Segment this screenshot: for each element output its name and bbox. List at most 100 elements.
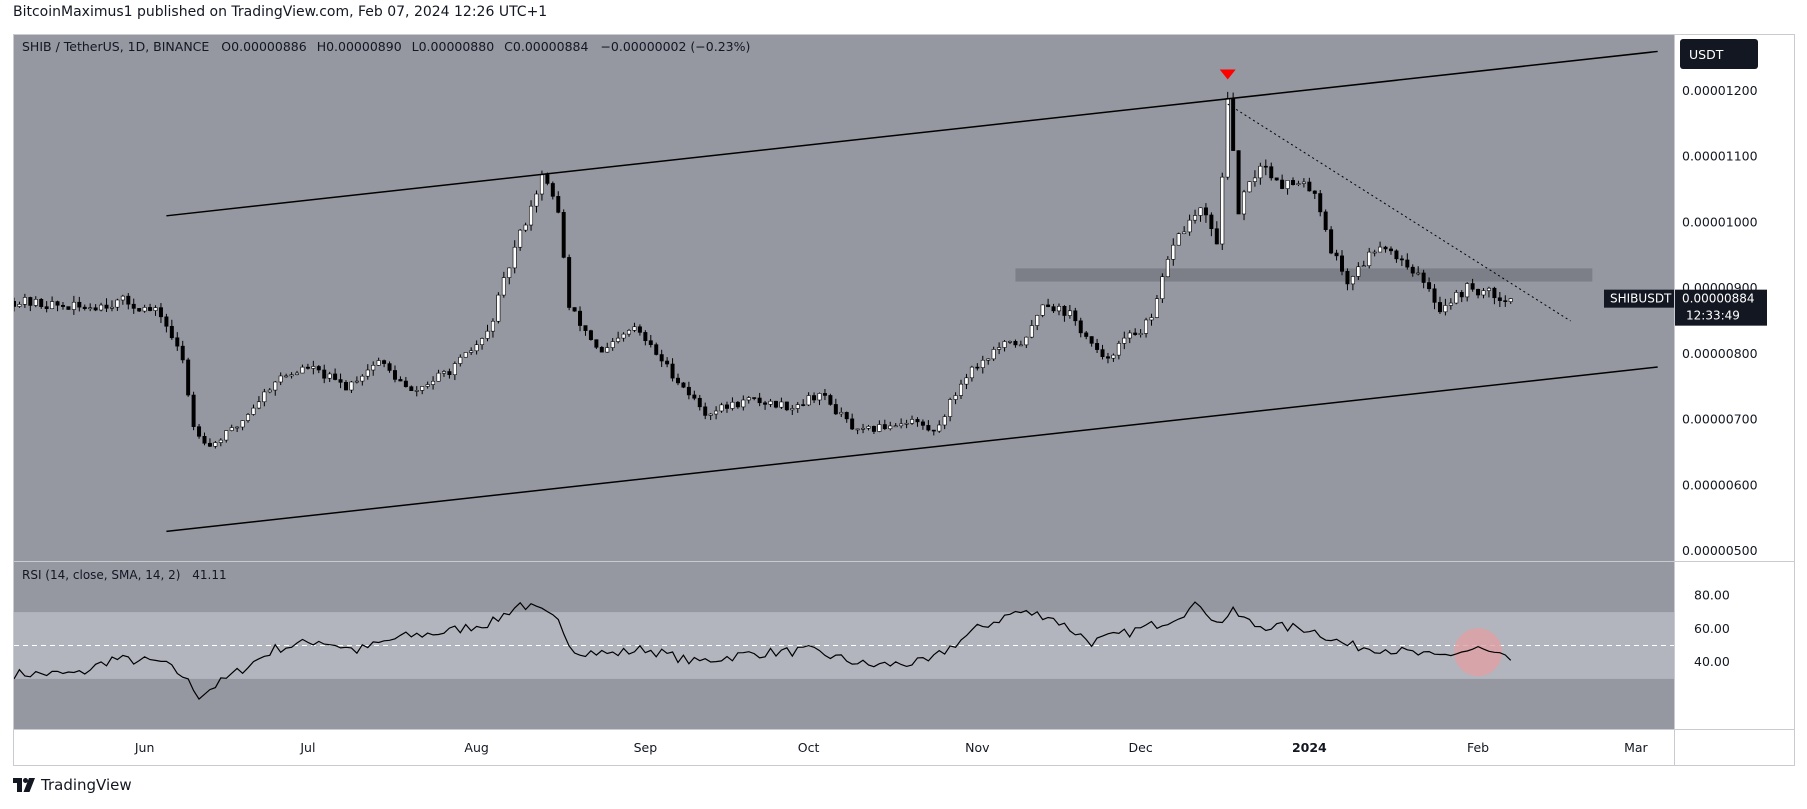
candle bbox=[485, 324, 490, 342]
candle bbox=[1209, 212, 1214, 237]
symbol-legend[interactable]: SHIB / TetherUS, 1D, BINANCE O0.00000886… bbox=[22, 39, 750, 54]
candle-body bbox=[1035, 315, 1040, 326]
candle-body bbox=[197, 426, 202, 437]
candle bbox=[697, 394, 702, 411]
tradingview-brand[interactable]: TradingView bbox=[13, 776, 132, 794]
candle-body bbox=[1209, 214, 1214, 230]
candle-body bbox=[1160, 276, 1165, 300]
candle-body bbox=[681, 382, 686, 388]
candle bbox=[409, 385, 414, 391]
candle-body bbox=[392, 370, 397, 380]
candle-body bbox=[409, 386, 414, 391]
candle-body bbox=[899, 423, 904, 427]
candle bbox=[942, 414, 947, 430]
candle bbox=[1258, 162, 1263, 185]
candle bbox=[670, 358, 675, 382]
price-tag-value: 0.00000884 bbox=[1682, 292, 1755, 306]
price-pane[interactable] bbox=[14, 35, 1674, 561]
candle bbox=[77, 296, 82, 312]
candle-body bbox=[126, 295, 131, 305]
candle-body bbox=[158, 307, 163, 318]
candle bbox=[1203, 203, 1208, 223]
candle bbox=[556, 191, 561, 214]
candle bbox=[784, 401, 789, 412]
open-value: 0.00000886 bbox=[231, 39, 307, 54]
candle-body bbox=[71, 301, 76, 310]
candle bbox=[561, 209, 566, 259]
currency-button[interactable]: USDT bbox=[1680, 39, 1758, 69]
candle bbox=[1154, 294, 1159, 319]
candle-body bbox=[583, 325, 588, 331]
candle-body bbox=[60, 304, 65, 307]
candle bbox=[88, 303, 93, 312]
candle-body bbox=[1198, 207, 1203, 216]
candle-body bbox=[888, 425, 893, 430]
candle-body bbox=[833, 404, 838, 415]
candle-body bbox=[980, 359, 985, 368]
candle-body bbox=[920, 421, 925, 426]
candle bbox=[1481, 288, 1486, 299]
candle-body bbox=[28, 297, 33, 306]
candle-body bbox=[637, 326, 642, 333]
brand-label: TradingView bbox=[41, 776, 132, 794]
signal-marker-layer bbox=[1219, 69, 1236, 80]
trendline-layer[interactable] bbox=[166, 50, 1658, 533]
candle-body bbox=[1203, 207, 1208, 216]
candle-body bbox=[1388, 248, 1393, 252]
candle bbox=[398, 376, 403, 382]
candle bbox=[599, 346, 604, 353]
candle-body bbox=[256, 401, 261, 409]
candle bbox=[1236, 150, 1241, 215]
candle bbox=[948, 397, 953, 422]
candle bbox=[1470, 278, 1475, 292]
tradingview-logo-icon bbox=[13, 778, 35, 792]
candle bbox=[441, 369, 446, 377]
candle bbox=[71, 295, 76, 315]
candle bbox=[1149, 313, 1154, 326]
candle-body bbox=[55, 301, 60, 306]
channel-lower-line bbox=[166, 366, 1658, 533]
candle-body bbox=[1274, 177, 1279, 181]
candle-body bbox=[1187, 219, 1192, 233]
candle-body bbox=[12, 300, 16, 307]
candle-body bbox=[1465, 283, 1470, 298]
candle-body bbox=[305, 366, 310, 369]
candle-body bbox=[616, 337, 621, 342]
candle-body bbox=[534, 193, 539, 207]
candle-body bbox=[485, 330, 490, 339]
chart-canvas[interactable]: 0.000012000.000011000.000010000.00000900… bbox=[12, 35, 1794, 765]
candle-body bbox=[1214, 228, 1219, 245]
candle-body bbox=[529, 205, 534, 226]
candle bbox=[431, 376, 436, 390]
candle-body bbox=[109, 306, 114, 309]
candle-body bbox=[1144, 319, 1149, 334]
candle-body bbox=[763, 402, 768, 405]
candle bbox=[1421, 269, 1426, 289]
price-tick-label: 0.00001100 bbox=[1682, 149, 1758, 164]
candle-body bbox=[425, 384, 430, 387]
candle-body bbox=[643, 332, 648, 341]
candle bbox=[833, 398, 838, 416]
chart-frame[interactable]: 0.00001200 0.00001100 0.00001000 0.00000900… bbox=[12, 34, 1795, 766]
candle-body bbox=[621, 333, 626, 339]
candle-body bbox=[910, 419, 915, 424]
candle bbox=[1182, 226, 1187, 235]
candle bbox=[735, 401, 740, 409]
candle-body bbox=[273, 381, 278, 391]
candle-body bbox=[104, 304, 109, 309]
candle-body bbox=[387, 363, 392, 371]
candle-body bbox=[431, 380, 436, 385]
candle bbox=[365, 364, 370, 380]
rsi-axis[interactable]: 80.00 60.00 40.00 bbox=[1694, 587, 1730, 669]
candle bbox=[425, 381, 430, 389]
candle bbox=[904, 419, 909, 429]
candle bbox=[1427, 277, 1432, 292]
candle bbox=[991, 346, 996, 362]
time-axis[interactable]: Jun Jul Aug Sep Oct Nov Dec 2024 Feb Mar bbox=[134, 740, 1649, 755]
candle-body bbox=[50, 301, 55, 309]
channel-upper-line bbox=[166, 50, 1658, 217]
rsi-legend[interactable]: RSI (14, close, SMA, 14, 2) 41.11 bbox=[22, 568, 227, 582]
candle-body bbox=[714, 410, 719, 415]
candle-body bbox=[784, 401, 789, 411]
candle bbox=[452, 361, 457, 381]
